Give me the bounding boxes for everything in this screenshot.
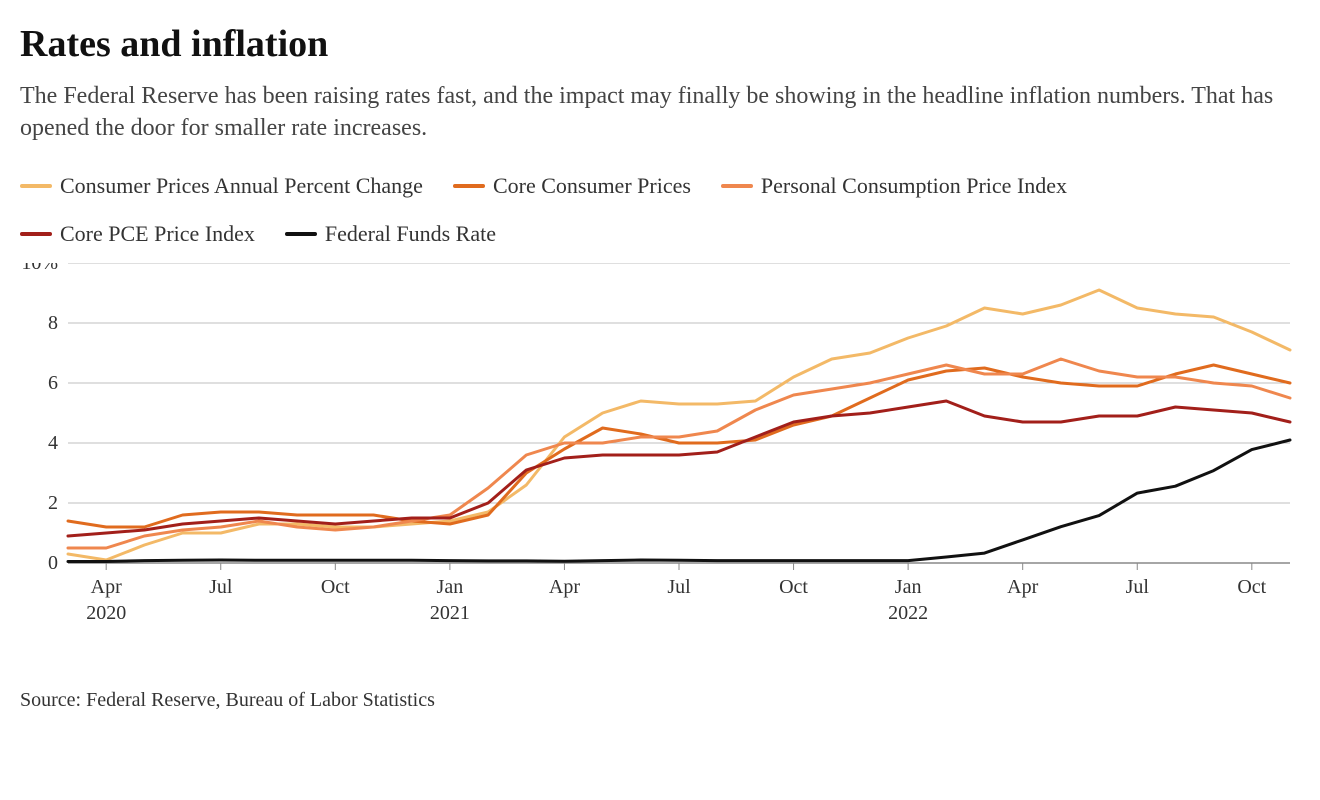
- x-tick-label: Jul: [1126, 576, 1150, 598]
- legend-item: Consumer Prices Annual Percent Change: [20, 173, 423, 199]
- chart-plot-area: 0 2 4 6 8 10% Apr 2020 Jul Oct Jan 2021 Apr Jul Oct Jan…: [20, 263, 1300, 663]
- x-tick-label: Oct: [321, 576, 350, 598]
- chart-container: Rates and inflation The Federal Reserve …: [0, 0, 1320, 800]
- x-tick-label: Jul: [209, 576, 233, 598]
- x-tick-label: Jan: [437, 576, 464, 598]
- legend-item: Core PCE Price Index: [20, 221, 255, 247]
- chart-legend: Consumer Prices Annual Percent Change Cor…: [20, 173, 1300, 247]
- legend-swatch: [721, 184, 753, 188]
- y-tick-label: 8: [48, 312, 58, 334]
- y-tick-label: 10%: [21, 263, 58, 274]
- legend-label: Consumer Prices Annual Percent Change: [60, 173, 423, 199]
- legend-swatch: [20, 232, 52, 236]
- y-tick-label: 0: [48, 552, 58, 574]
- legend-item: Federal Funds Rate: [285, 221, 496, 247]
- y-tick-label: 2: [48, 492, 58, 514]
- y-tick-label: 6: [48, 372, 58, 394]
- legend-label: Federal Funds Rate: [325, 221, 496, 247]
- y-tick-label: 4: [48, 432, 58, 454]
- legend-item: Personal Consumption Price Index: [721, 173, 1067, 199]
- chart-subtitle: The Federal Reserve has been raising rat…: [20, 80, 1300, 145]
- legend-label: Personal Consumption Price Index: [761, 173, 1067, 199]
- x-tick-label: Apr: [549, 576, 580, 598]
- legend-label: Core Consumer Prices: [493, 173, 691, 199]
- legend-swatch: [285, 232, 317, 236]
- x-tick-label: Oct: [1237, 576, 1266, 598]
- x-tick-label: Apr: [1007, 576, 1038, 598]
- legend-swatch: [453, 184, 485, 188]
- x-tick-label: Jan: [895, 576, 922, 598]
- series-line: [68, 440, 1290, 562]
- legend-item: Core Consumer Prices: [453, 173, 691, 199]
- x-tick-label: Apr: [91, 576, 122, 598]
- x-tick-label: Oct: [779, 576, 808, 598]
- x-tick-sublabel: 2021: [430, 602, 470, 624]
- legend-label: Core PCE Price Index: [60, 221, 255, 247]
- x-tick-label: Jul: [667, 576, 691, 598]
- legend-swatch: [20, 184, 52, 188]
- x-tick-sublabel: 2020: [86, 602, 126, 624]
- x-tick-sublabel: 2022: [888, 602, 928, 624]
- series-line: [68, 401, 1290, 536]
- line-chart-svg: 0 2 4 6 8 10% Apr 2020 Jul Oct Jan 2021 Apr Jul Oct Jan…: [20, 263, 1300, 663]
- chart-title: Rates and inflation: [20, 24, 1300, 66]
- chart-source: Source: Federal Reserve, Bureau of Labor…: [20, 689, 1300, 712]
